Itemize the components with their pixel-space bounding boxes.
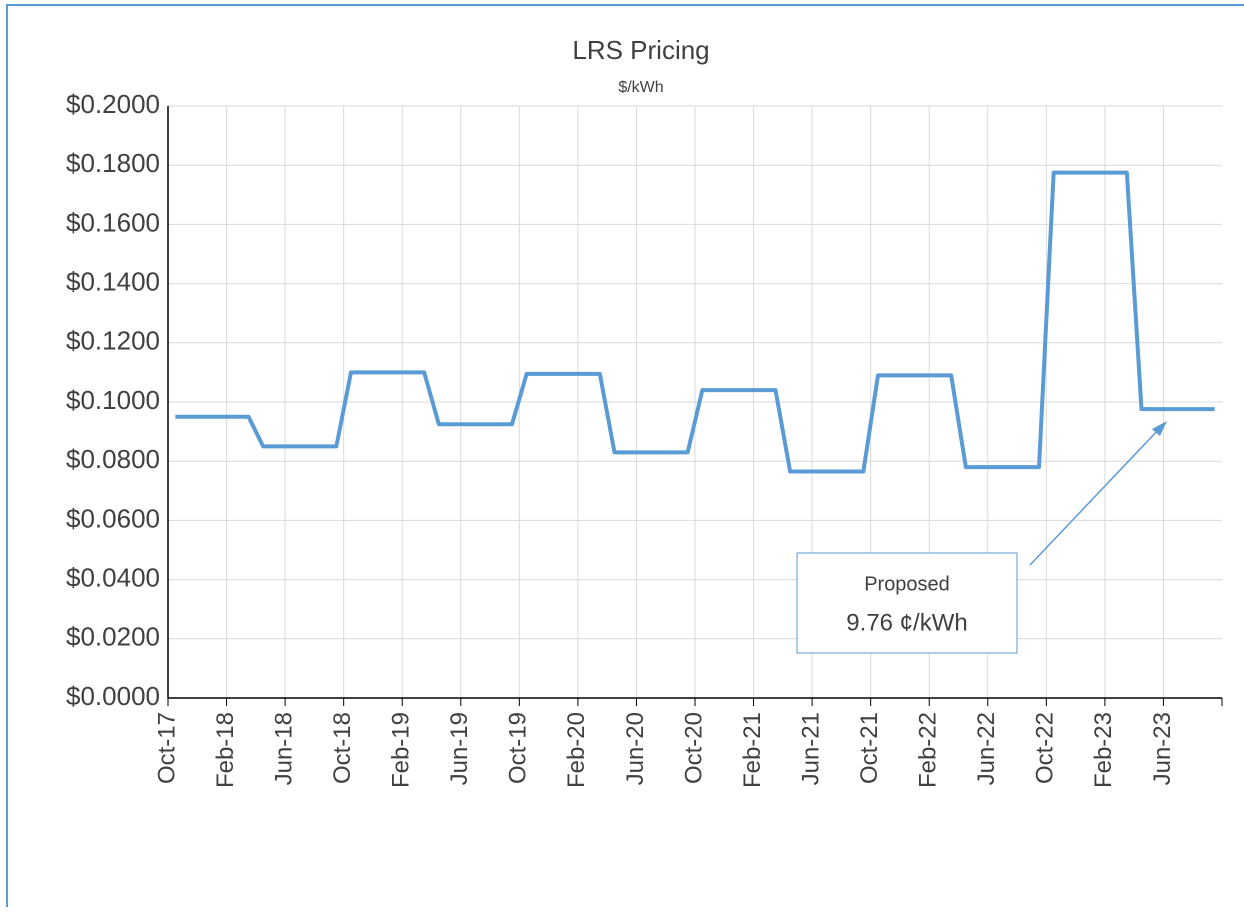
x-tick-label: Oct-19 (505, 712, 532, 784)
y-tick-label: $0.1200 (66, 326, 160, 356)
annotation-arrow (1029, 427, 1161, 566)
x-tick-label: Feb-18 (212, 712, 239, 788)
annotation-arrowhead (1152, 421, 1167, 436)
line (175, 170, 1215, 474)
x-tick-label: Feb-19 (388, 712, 415, 788)
annotation-text: Proposed (864, 573, 950, 595)
x-tick-label: Jun-23 (1149, 712, 1176, 785)
chart-title: LRS Pricing (572, 35, 709, 65)
x-tick-label: Oct-21 (856, 712, 883, 784)
chart-subtitle: $/kWh (618, 79, 663, 96)
y-tick-label: $0.2000 (66, 89, 160, 119)
y-tick-label: $0.0000 (66, 681, 160, 711)
x-tick-label: Feb-23 (1090, 712, 1117, 788)
y-tick-label: $0.1800 (66, 148, 160, 178)
y-tick-label: $0.0200 (66, 622, 160, 652)
x-tick-label: Oct-18 (329, 712, 356, 784)
y-tick-label: $0.0400 (66, 562, 160, 592)
x-tick-label: Jun-21 (797, 712, 824, 785)
y-tick-label: $0.1000 (66, 385, 160, 415)
x-tick-label: Jun-20 (622, 712, 649, 785)
x-tick-label: Feb-21 (739, 712, 766, 788)
x-tick-label: Oct-17 (153, 712, 180, 784)
x-tick-label: Jun-22 (973, 712, 1000, 785)
y-tick-label: $0.1600 (66, 207, 160, 237)
x-tick-label: Jun-18 (270, 712, 297, 785)
frame (6, 4, 1244, 907)
x-tick-label: Oct-22 (1032, 712, 1059, 784)
y-tick-label: $0.1400 (66, 266, 160, 296)
annotation-box (796, 552, 1018, 654)
x-tick-label: Feb-22 (915, 712, 942, 788)
y-tick-label: $0.0600 (66, 503, 160, 533)
x-tick-label: Feb-20 (563, 712, 590, 788)
annotation-text: 9.76 ¢/kWh (846, 609, 967, 636)
x-tick-label: Oct-20 (680, 712, 707, 784)
y-tick-label: $0.0800 (66, 444, 160, 474)
x-tick-label: Jun-19 (446, 712, 473, 785)
